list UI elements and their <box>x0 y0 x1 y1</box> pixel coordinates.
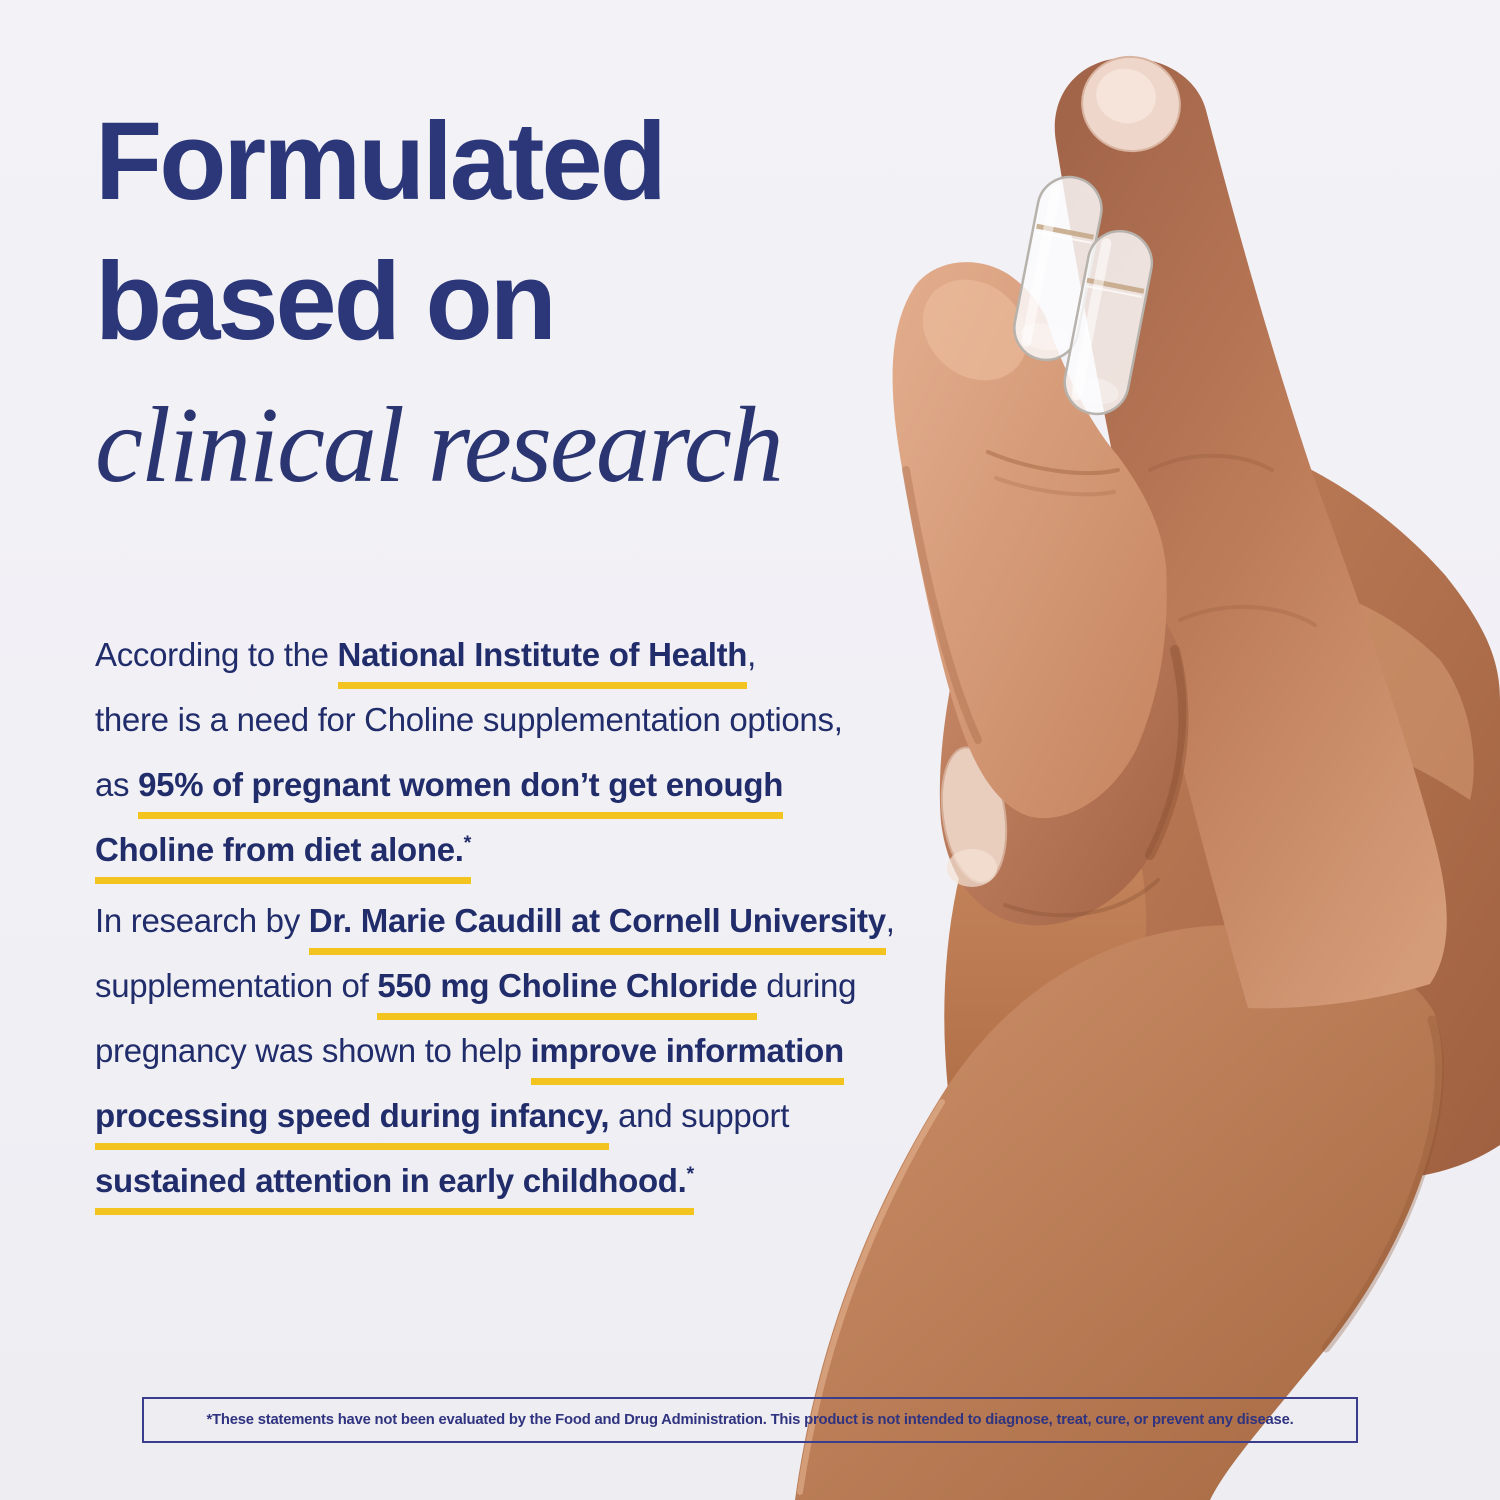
text-line: as 95% of pregnant women don’t get enoug… <box>95 752 843 819</box>
disclaimer-box: *These statements have not been evaluate… <box>142 1397 1358 1443</box>
index-knuckle-crease-2 <box>1178 604 1317 627</box>
capsule-right <box>1063 229 1154 416</box>
index-fingernail-highlight <box>1096 68 1156 124</box>
text-line: In research by Dr. Marie Caudill at Corn… <box>95 888 895 955</box>
text-line: there is a need for Choline supplementat… <box>95 701 843 738</box>
text-line: Choline from diet alone.* <box>95 817 843 888</box>
text-line: supplementation of 550 mg Choline Chlori… <box>95 953 895 1020</box>
headline-line-1: Formulated <box>95 100 667 223</box>
footnote-asterisk: * <box>463 831 472 854</box>
middle-finger-crease <box>1003 878 1160 918</box>
headline-line-2: based on <box>95 240 557 363</box>
highlighted-text: sustained attention in early childhood.* <box>95 1162 695 1215</box>
thumb-knuckle-crease-2 <box>994 476 1116 497</box>
text-line: processing speed during infancy, and sup… <box>95 1083 895 1150</box>
thumb-pad-highlight <box>922 279 1028 381</box>
highlighted-text: 550 mg Choline Chloride <box>377 967 758 1020</box>
highlighted-text: 95% of pregnant women don’t get enough <box>138 766 783 819</box>
index-finger <box>1054 57 1447 1009</box>
middle-finger-shadow <box>1145 645 1189 860</box>
highlighted-text: National Institute of Health <box>337 636 747 689</box>
disclaimer-text: *These statements have not been evaluate… <box>206 1412 1294 1428</box>
text-line: pregnancy was shown to help improve info… <box>95 1018 895 1085</box>
text-line: According to the National Institute of H… <box>95 622 843 689</box>
footnote-asterisk: * <box>686 1162 695 1185</box>
forearm-rim-light <box>797 1099 945 1495</box>
highlighted-text: Dr. Marie Caudill at Cornell University <box>308 902 886 955</box>
text-line: sustained attention in early childhood.* <box>95 1148 895 1219</box>
highlighted-text: Choline from diet alone.* <box>95 831 472 884</box>
forearm <box>795 924 1443 1500</box>
paragraph-nih: According to the National Institute of H… <box>95 622 843 888</box>
highlighted-text: processing speed during infancy, <box>95 1097 610 1150</box>
headline: Formulated based on clinical research <box>95 92 784 520</box>
thumb-edge-shadow <box>902 466 982 744</box>
forearm-edge-shadow <box>1321 1015 1444 1353</box>
index-knuckle-crease <box>1148 453 1274 472</box>
thumb <box>892 262 1167 819</box>
middle-fingernail-tip <box>947 849 997 887</box>
thumb-knuckle-crease <box>986 450 1120 476</box>
headline-line-3-serif: clinical research <box>95 386 784 505</box>
paragraph-cornell: In research by Dr. Marie Caudill at Corn… <box>95 888 895 1219</box>
highlighted-text: improve information <box>530 1032 844 1085</box>
